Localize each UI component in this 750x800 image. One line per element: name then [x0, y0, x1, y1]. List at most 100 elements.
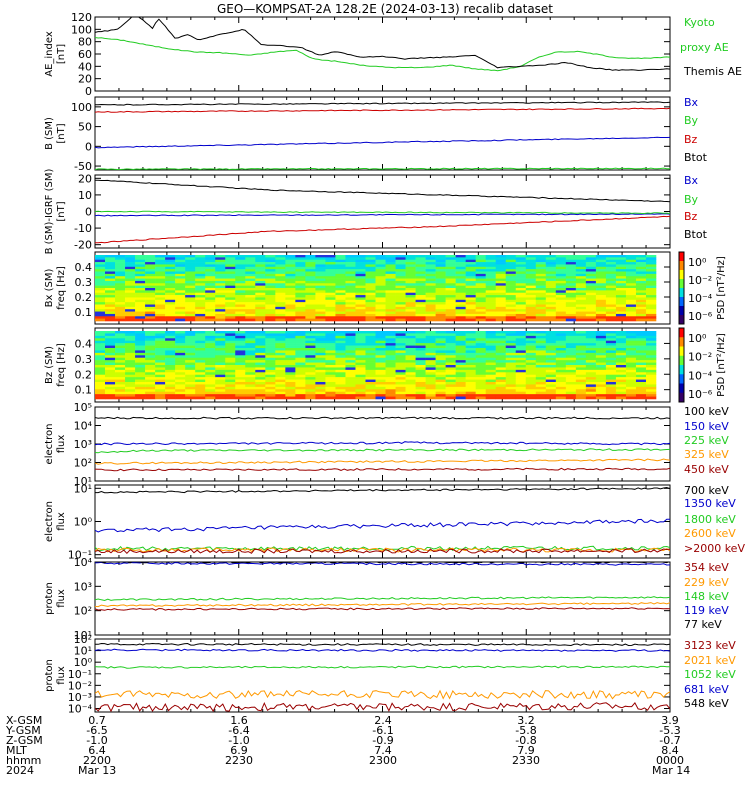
spectrogram-cell	[645, 389, 657, 393]
spectrogram-cell	[445, 369, 456, 373]
spectrogram-cell	[565, 348, 577, 351]
spectrogram-cell	[415, 273, 426, 277]
spectrogram-cell	[545, 350, 557, 354]
spectrogram-cell	[495, 367, 507, 371]
spectrogram-cell	[155, 374, 166, 378]
spectrogram-cell	[325, 396, 336, 400]
spectrogram-cell	[265, 278, 276, 282]
spectrogram-cell	[325, 280, 336, 284]
spectrogram-cell	[225, 348, 236, 351]
legend-entry: Kyoto	[684, 16, 715, 29]
spectrogram-cell	[145, 299, 156, 303]
spectrogram-cell	[115, 335, 126, 339]
spectrogram-cell	[465, 372, 476, 376]
spectrogram-cell	[285, 357, 296, 361]
spectrogram-cell	[235, 335, 246, 339]
spectrogram-cell	[495, 269, 507, 272]
spectrogram-cell	[625, 297, 637, 301]
spectrogram-cell	[105, 302, 116, 305]
spectrogram-cell	[245, 273, 256, 277]
spectrogram-cell	[195, 343, 206, 346]
spectrogram-cell	[575, 313, 587, 317]
spectrogram-cell	[175, 389, 186, 393]
spectrogram-cell	[215, 335, 226, 339]
spectrogram-cell	[465, 292, 476, 296]
spectrogram-cell	[165, 377, 176, 380]
spectrogram-cell	[245, 357, 256, 361]
spectrogram-cell	[565, 374, 577, 378]
spectrogram-cell	[135, 264, 146, 268]
spectrogram-cell	[305, 316, 316, 319]
spectrogram-cell	[115, 295, 126, 298]
spectrogram-cell	[285, 292, 296, 296]
spectrogram-cell	[185, 304, 196, 308]
spectrogram-cell	[95, 311, 106, 315]
spectrogram-cell	[495, 262, 507, 265]
spectrogram-cell	[445, 394, 456, 397]
spectrogram-cell	[615, 297, 627, 301]
spectrogram-cell	[445, 350, 456, 354]
spectrogram-cell	[285, 362, 296, 366]
spectrogram-cell	[315, 299, 326, 303]
spectrogram-cell	[305, 343, 316, 346]
spectrogram-cell	[235, 374, 246, 378]
spectrogram-cell	[225, 379, 236, 383]
spectrogram-cell	[155, 302, 166, 305]
spectrogram-cell	[475, 290, 486, 294]
spectrogram-cell	[255, 302, 266, 305]
spectrogram-cell	[475, 299, 486, 303]
spectrogram-cell	[465, 266, 476, 270]
spectrogram-cell	[555, 386, 567, 390]
spectrogram-cell	[475, 357, 486, 361]
spectrogram-cell	[405, 269, 416, 272]
y-tick-label: 20	[78, 73, 92, 86]
spectrogram-cell	[455, 309, 466, 312]
spectrogram-cell	[315, 304, 326, 308]
spectrogram-cell	[605, 259, 617, 263]
spectrogram-cell	[145, 369, 156, 373]
spectrogram-cell	[295, 379, 306, 383]
spectrogram-cell	[115, 377, 126, 380]
spectrogram-cell	[555, 262, 567, 265]
spectrogram-cell	[575, 367, 587, 371]
spectrogram-cell	[305, 382, 316, 385]
spectrogram-cell	[365, 379, 376, 383]
spectrogram-cell	[95, 309, 106, 312]
spectrogram-cell	[185, 369, 196, 373]
spectrogram-cell	[145, 338, 156, 342]
spectrogram-cell	[285, 269, 296, 272]
spectrogram-cell	[245, 352, 256, 356]
spectrogram-cell	[175, 350, 186, 354]
spectrogram-cell	[635, 391, 647, 395]
spectrogram-cell	[235, 278, 246, 282]
spectrogram-cell	[195, 290, 206, 294]
spectrogram-cell	[395, 340, 406, 344]
y-tick-label: -20	[74, 239, 92, 252]
spectrogram-cell	[445, 309, 456, 312]
spectrogram-cell	[595, 374, 607, 378]
spectrogram-cell	[145, 295, 156, 298]
spectrogram-cell	[95, 280, 106, 284]
spectrogram-cell	[435, 382, 446, 385]
spectrogram-cell	[415, 345, 426, 349]
spectrogram-cell	[545, 374, 557, 378]
spectrogram-cell	[95, 290, 106, 294]
spectrogram-cell	[155, 288, 166, 291]
spectrogram-cell	[505, 295, 517, 298]
spectrogram-cell	[625, 386, 637, 390]
spectrogram-cell	[445, 318, 456, 322]
spectrogram-cell	[265, 292, 276, 296]
spectrogram-cell	[165, 372, 176, 376]
spectrogram-cell	[335, 264, 346, 268]
spectrogram-cell	[605, 377, 617, 380]
spectrogram-cell	[95, 345, 106, 349]
spectrogram-cell	[225, 297, 236, 301]
colorbar-segment	[679, 252, 684, 262]
spectrogram-cell	[355, 309, 366, 312]
spectrogram-cell	[145, 382, 156, 385]
spectrogram-cell	[595, 333, 607, 337]
spectrogram-cell	[495, 313, 507, 317]
spectrogram-cell	[135, 257, 146, 261]
spectrogram-cell	[375, 365, 386, 368]
spectrogram-cell	[605, 360, 617, 363]
